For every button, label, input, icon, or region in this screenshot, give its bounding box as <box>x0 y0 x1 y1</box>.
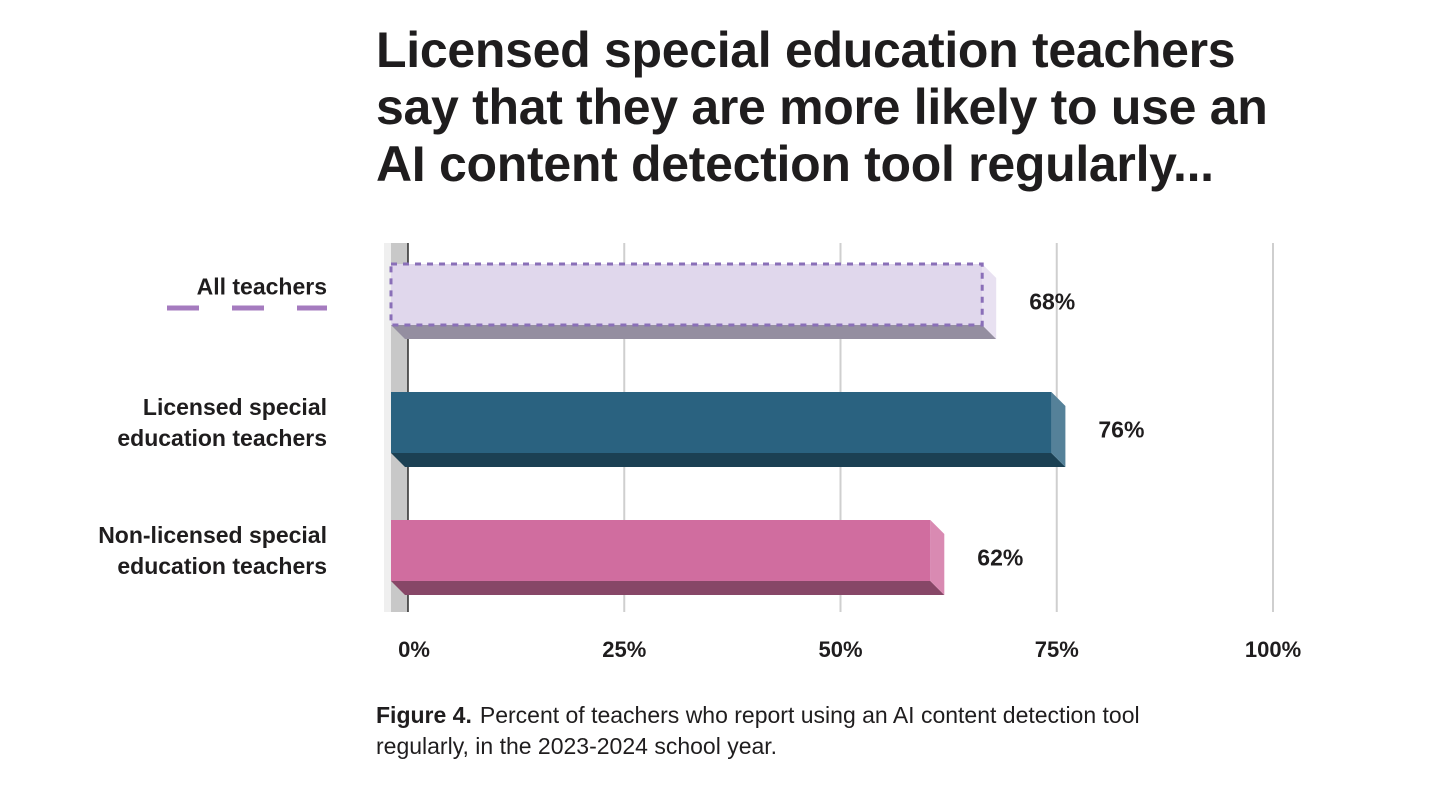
x-tick-label: 50% <box>818 637 862 662</box>
bar-side-face <box>982 264 997 339</box>
data-label: 68% <box>1029 289 1075 315</box>
caption-text-1: Percent of teachers who report using an … <box>479 702 1140 728</box>
x-tick-label: 100% <box>1245 637 1301 662</box>
category-label: All teachers <box>197 274 327 300</box>
bar-side-face <box>930 520 945 595</box>
caption-line-1: Figure 4. Percent of teachers who report … <box>376 700 1276 731</box>
caption-line-2: regularly, in the 2023-2024 school year. <box>376 733 778 759</box>
bar <box>389 262 984 327</box>
bar <box>391 520 931 581</box>
category-label: Licensed special <box>143 394 327 420</box>
x-tick-label: 0% <box>398 637 430 662</box>
chart-title: Licensed special education teachers say … <box>376 22 1376 193</box>
category-label: education teachers <box>117 553 327 579</box>
x-tick-label: 75% <box>1035 637 1079 662</box>
bar-bottom-face <box>391 581 945 595</box>
title-line-1: Licensed special education teachers <box>376 22 1236 78</box>
data-label: 62% <box>977 545 1023 571</box>
title-line-2: say that they are more likely to use an <box>376 79 1268 135</box>
figure-caption: Figure 4. Percent of teachers who report … <box>376 700 1276 762</box>
caption-label: Figure 4. <box>376 702 472 728</box>
bar-bottom-face <box>391 325 997 339</box>
bar-bottom-face <box>391 453 1066 467</box>
bar <box>391 392 1052 453</box>
x-tick-label: 25% <box>602 637 646 662</box>
data-label: 76% <box>1098 417 1144 443</box>
bar-side-face <box>1051 392 1066 467</box>
title-line-3: AI content detection tool regularly... <box>376 136 1214 192</box>
category-label: education teachers <box>117 425 327 451</box>
category-label: Non-licensed special <box>98 522 327 548</box>
